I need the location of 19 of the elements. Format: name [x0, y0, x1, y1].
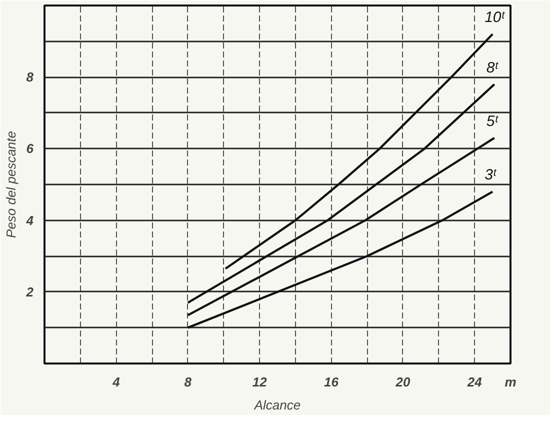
line-series: [186, 190, 494, 329]
x-tick-label: 20: [394, 374, 411, 390]
series-label: 3ᵗ: [484, 166, 497, 184]
y-tick-label: 6: [26, 141, 34, 156]
x-tick-label: 12: [252, 374, 268, 390]
y-axis-title: Peso del pescante: [3, 131, 18, 238]
x-tick-label: 8: [184, 374, 192, 390]
y-tick-label: 2: [25, 284, 34, 300]
series-label: 8ᵗ: [486, 59, 499, 76]
x-tick-label: 16: [324, 374, 340, 390]
series-label: 10ᵗ: [484, 9, 506, 26]
x-tick-label: 24: [466, 374, 483, 390]
text: m: [504, 374, 517, 390]
line-series: [186, 136, 496, 316]
y-tick-label: 8: [26, 70, 34, 85]
series-label: 5ᵗ: [486, 112, 499, 130]
x-axis-title: Alcance: [253, 398, 301, 412]
y-tick-label: 4: [25, 212, 34, 228]
x-tick-label: 4: [112, 374, 121, 390]
